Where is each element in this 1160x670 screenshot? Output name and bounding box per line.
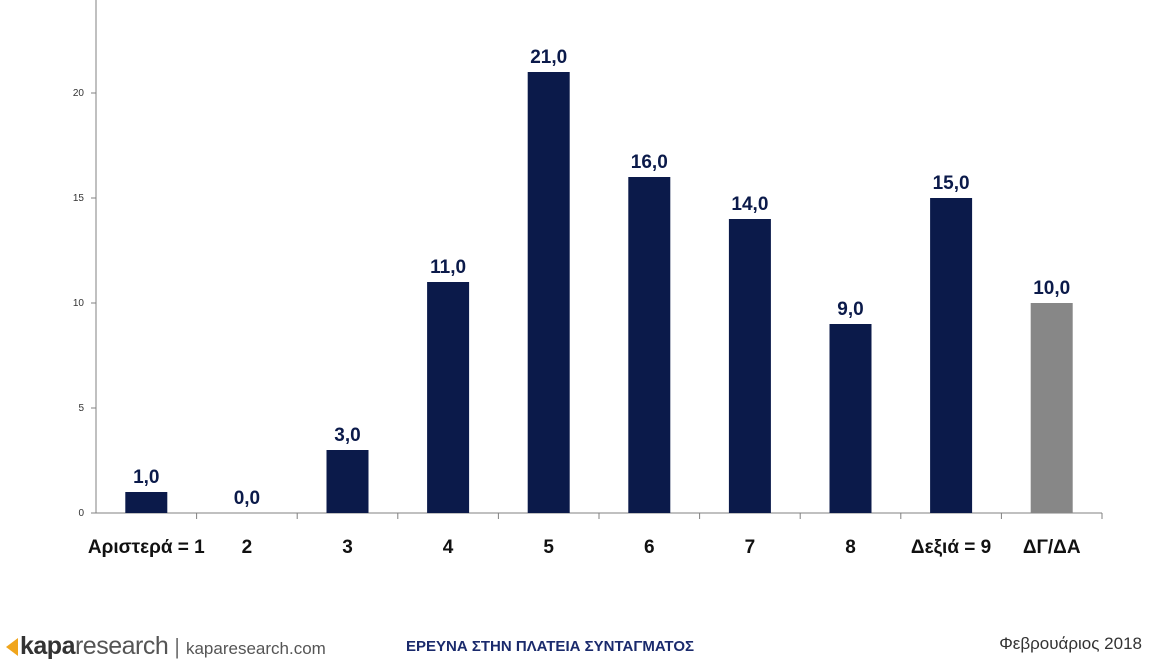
x-tick-label: 5 <box>543 537 554 558</box>
survey-date: Φεβρουάριος 2018 <box>999 634 1142 653</box>
kapa-logo-icon <box>6 638 18 656</box>
data-label: 1,0 <box>133 467 159 488</box>
data-label: 3,0 <box>334 425 360 446</box>
bar <box>829 324 872 513</box>
bar <box>427 282 470 513</box>
x-tick-label: ΔΓ/ΔΑ <box>1023 537 1081 558</box>
data-label: 0,0 <box>234 488 260 509</box>
bar <box>527 72 570 513</box>
bars <box>125 72 1073 513</box>
bar <box>728 219 771 513</box>
data-label: 10,0 <box>1033 278 1070 299</box>
x-axis: Αριστερά = 1 2 3 4 5 6 7 8 Δεξιά = 9 ΔΓ/ΔΑ <box>88 512 1103 558</box>
x-tick-label: Αριστερά = 1 <box>88 537 205 558</box>
y-tick-label: 5 <box>78 403 84 414</box>
data-label: 21,0 <box>530 47 567 68</box>
bar <box>326 450 369 513</box>
x-tick-label: 4 <box>443 537 454 558</box>
data-label: 14,0 <box>731 194 768 215</box>
bar <box>628 177 671 513</box>
bar <box>1030 303 1073 513</box>
x-tick-label: 2 <box>242 537 253 558</box>
logo-separator: | <box>174 634 180 659</box>
logo-text-kapa: kapa <box>20 632 75 660</box>
y-tick-label: 0 <box>78 508 84 519</box>
x-tick-label: Δεξιά = 9 <box>911 537 991 558</box>
x-tick-label: 8 <box>845 537 856 558</box>
x-tick-label: 3 <box>342 537 353 558</box>
y-tick-label: 10 <box>73 298 85 309</box>
y-tick-label: 20 <box>73 88 85 99</box>
data-label: 15,0 <box>933 173 970 194</box>
x-tick-label: 6 <box>644 537 655 558</box>
data-label: 16,0 <box>631 152 668 173</box>
survey-title: ΕΡΕΥΝΑ ΣΤΗΝ ΠΛΑΤΕΙΑ ΣΥΝΤΑΓΜΑΤΟΣ <box>406 638 694 655</box>
logo-text-research: research <box>74 632 169 660</box>
bar <box>930 198 973 513</box>
data-label: 9,0 <box>837 299 863 320</box>
y-axis: 0 5 10 15 20 <box>73 0 97 519</box>
bar-chart: 0 5 10 15 20 Αριστερά = 1 2 3 4 5 6 7 8 Δεξιά = 9 ΔΓ/… <box>73 0 1103 558</box>
brand-logo: kapa research | kaparesearch.com <box>6 632 326 661</box>
y-tick-label: 15 <box>73 193 85 204</box>
footer: kapa research | kaparesearch.com ΕΡΕΥΝΑ … <box>0 622 1160 670</box>
bar <box>125 492 168 513</box>
data-label: 11,0 <box>430 257 466 278</box>
x-tick-label: 7 <box>745 537 756 558</box>
website-url: kaparesearch.com <box>185 639 326 658</box>
data-labels: 1,0 0,0 3,0 11,0 21,0 16,0 14,0 9,0 15,0 10,0 <box>133 47 1070 509</box>
